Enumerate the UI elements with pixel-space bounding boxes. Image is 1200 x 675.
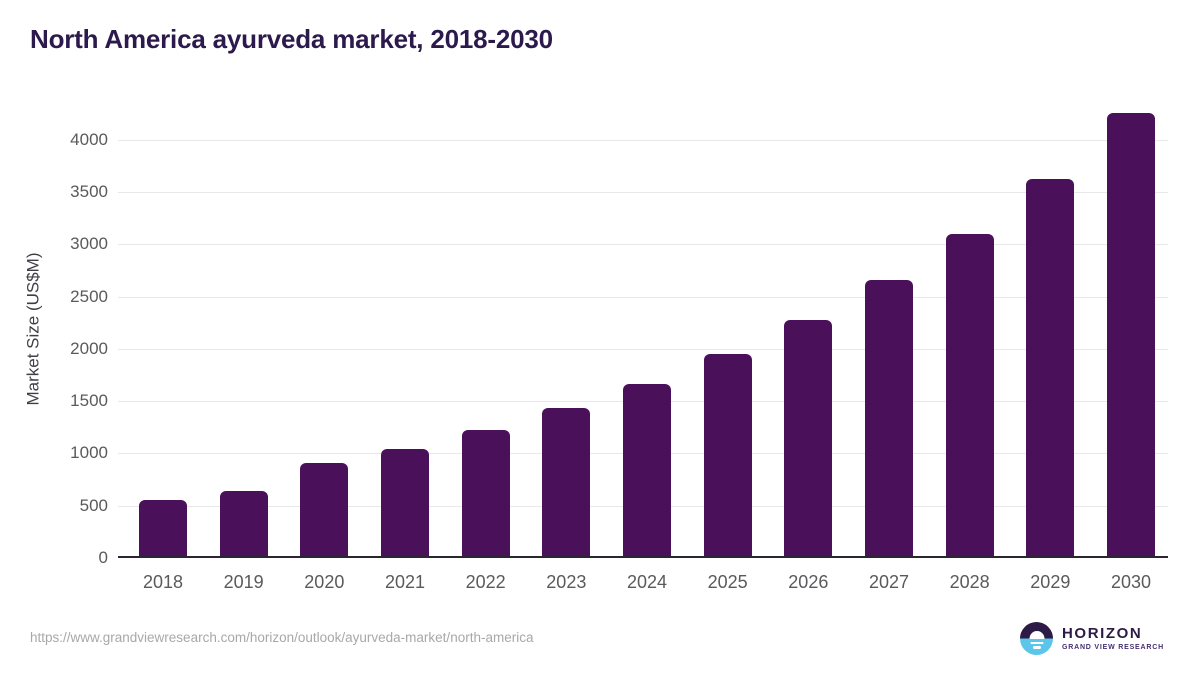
x-tick-label-2030: 2030 <box>1110 572 1152 592</box>
x-axis-line <box>118 556 1168 558</box>
x-tick-label-2020: 2020 <box>304 572 345 592</box>
y-tick-label-0: 0 <box>98 548 108 567</box>
x-tick-label-2019: 2019 <box>223 572 264 592</box>
y-tick-label-1500: 1500 <box>70 391 108 411</box>
y-tick-label-3500: 3500 <box>70 182 108 202</box>
gridline-2000 <box>118 348 1168 350</box>
x-tick-label-2025: 2025 <box>707 572 748 592</box>
y-tick-label-3000: 3000 <box>70 234 108 254</box>
bar-2022 <box>461 430 510 558</box>
x-tick-label-2021: 2021 <box>384 572 426 592</box>
y-tick-label-500: 500 <box>79 495 108 515</box>
plot-area <box>118 100 1168 558</box>
bar-2019 <box>219 490 268 558</box>
logo-text: HORIZON GRAND VIEW RESEARCH <box>1062 626 1164 651</box>
y-tick-label-1000: 1000 <box>70 443 108 463</box>
x-tick-label-2023: 2023 <box>546 572 587 592</box>
x-tick-label-2022: 2022 <box>465 572 506 592</box>
sun-reflection-line <box>1032 646 1041 649</box>
chart-title: North America ayurveda market, 2018-2030 <box>30 24 553 54</box>
y-axis-title: Market Size (US$M) <box>24 252 43 406</box>
sun-reflection-line <box>1030 641 1043 644</box>
horizon-logo: HORIZON GRAND VIEW RESEARCH <box>1020 622 1164 655</box>
y-axis-title-wrap: Market Size (US$M) <box>16 100 52 558</box>
x-tick-label-2018: 2018 <box>142 572 184 592</box>
x-tick-label-2026: 2026 <box>788 572 829 592</box>
y-tick-label-2000: 2000 <box>70 338 108 358</box>
gridline-2500 <box>118 296 1168 298</box>
bar-2024 <box>623 383 671 558</box>
horizon-sun-icon <box>1020 622 1053 655</box>
y-tick-label-2500: 2500 <box>70 286 108 306</box>
bar-2025 <box>703 354 752 558</box>
source-url: https://www.grandviewresearch.com/horizo… <box>30 630 534 645</box>
x-tick-label-2029: 2029 <box>1030 572 1071 592</box>
x-tick-label-2024: 2024 <box>626 572 668 592</box>
logo-name: HORIZON <box>1062 625 1143 642</box>
sun-dome <box>1029 631 1044 639</box>
bar-2028 <box>945 233 994 558</box>
bar-2018 <box>139 499 187 558</box>
y-tick-label-4000: 4000 <box>70 129 108 149</box>
bar-2029 <box>1026 178 1075 558</box>
gridline-3500 <box>118 192 1168 194</box>
bar-2030 <box>1107 112 1155 558</box>
gridline-4000 <box>118 139 1168 141</box>
bar-2021 <box>381 448 429 558</box>
logo-subtext: GRAND VIEW RESEARCH <box>1062 644 1164 651</box>
gridline-3000 <box>118 244 1168 246</box>
bar-2027 <box>865 280 913 558</box>
bar-2023 <box>542 408 591 558</box>
x-tick-label-2028: 2028 <box>949 572 990 592</box>
bar-2026 <box>784 319 833 558</box>
x-tick-label-2027: 2027 <box>868 572 910 592</box>
bar-2020 <box>300 462 349 558</box>
